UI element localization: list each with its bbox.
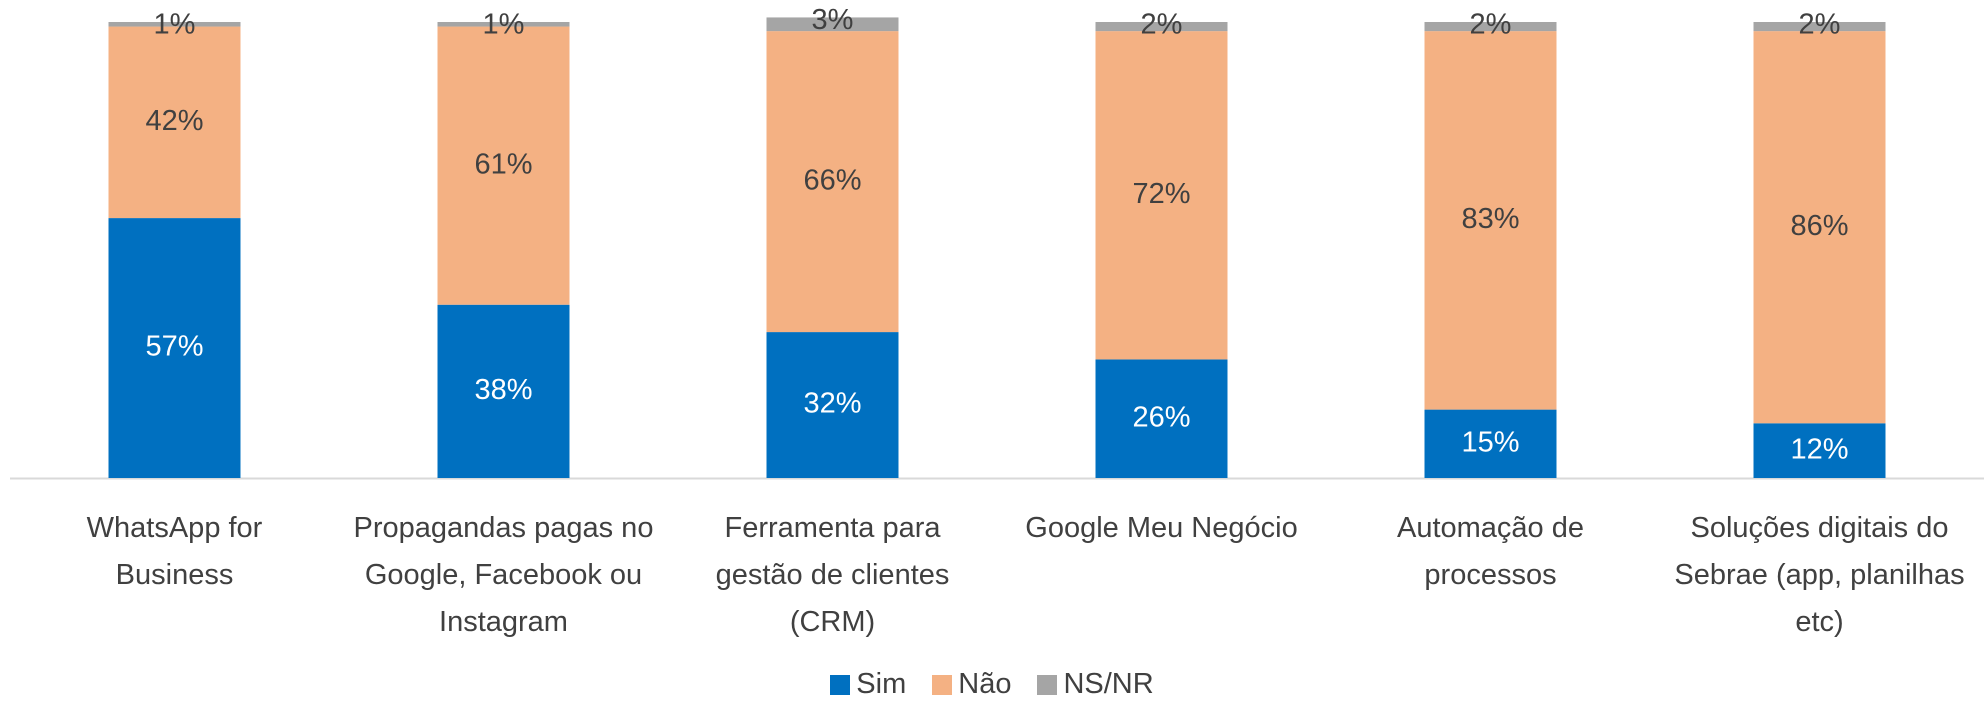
x-tick-label: Propagandas pagas no Google, Facebook ou…: [353, 512, 654, 638]
bar-segment: [1753, 423, 1886, 478]
data-label: 26%: [1132, 401, 1190, 433]
bar-segment: [1424, 409, 1557, 478]
legend: Sim Não NS/NR: [0, 668, 1984, 701]
data-label: 72%: [1132, 178, 1190, 210]
bar-segment: [1753, 22, 1886, 32]
bar-segment: [1753, 31, 1886, 424]
bar-segment: [437, 22, 570, 27]
data-label: 2%: [1141, 9, 1183, 41]
x-tick-label: Ferramenta para gestão de clientes (CRM): [715, 512, 950, 638]
data-label: 66%: [803, 164, 861, 196]
x-tick-label: Soluções digitais do Sebrae (app, planil…: [1674, 512, 1965, 638]
bar-segment: [437, 304, 570, 478]
bar-segment: [766, 31, 899, 333]
data-label: 42%: [145, 105, 203, 137]
legend-label: Sim: [856, 668, 907, 700]
legend-item: NS/NR: [1037, 668, 1154, 701]
data-label: 38%: [474, 374, 532, 406]
data-label: 61%: [474, 148, 532, 180]
data-label: 12%: [1790, 433, 1848, 465]
bar-segment: [1095, 31, 1228, 360]
legend-item: Não: [932, 668, 1011, 701]
x-tick-label: Automação de processos: [1396, 512, 1584, 591]
legend-swatch: [1037, 674, 1058, 695]
legend-label: Não: [958, 668, 1012, 700]
bar-segment: [1095, 359, 1228, 478]
x-tick-label: WhatsApp for Business: [86, 512, 263, 591]
data-label: 1%: [154, 9, 196, 41]
bar-segment: [108, 26, 241, 219]
data-label: 2%: [1799, 9, 1841, 41]
data-label: 2%: [1470, 9, 1512, 41]
legend-swatch: [830, 674, 851, 695]
data-label: 83%: [1461, 203, 1519, 235]
legend-item: Sim: [830, 668, 906, 701]
bar-segment: [766, 17, 899, 32]
data-label: 1%: [483, 9, 525, 41]
legend-label: NS/NR: [1063, 668, 1154, 700]
legend-swatch: [932, 674, 953, 695]
bar-segment: [1424, 22, 1557, 32]
bar-segment: [108, 22, 241, 27]
data-label: 86%: [1790, 210, 1848, 242]
bar-segment: [437, 26, 570, 305]
bar-segment: [766, 332, 899, 478]
data-label: 32%: [803, 388, 861, 420]
x-tick-label: Google Meu Negócio: [1025, 512, 1298, 544]
bar-segment: [1095, 22, 1228, 32]
bar-segment: [108, 218, 241, 478]
bar-segment: [1424, 31, 1557, 410]
data-label: 15%: [1461, 426, 1519, 458]
data-label: 3%: [812, 4, 854, 36]
data-label: 57%: [145, 331, 203, 363]
